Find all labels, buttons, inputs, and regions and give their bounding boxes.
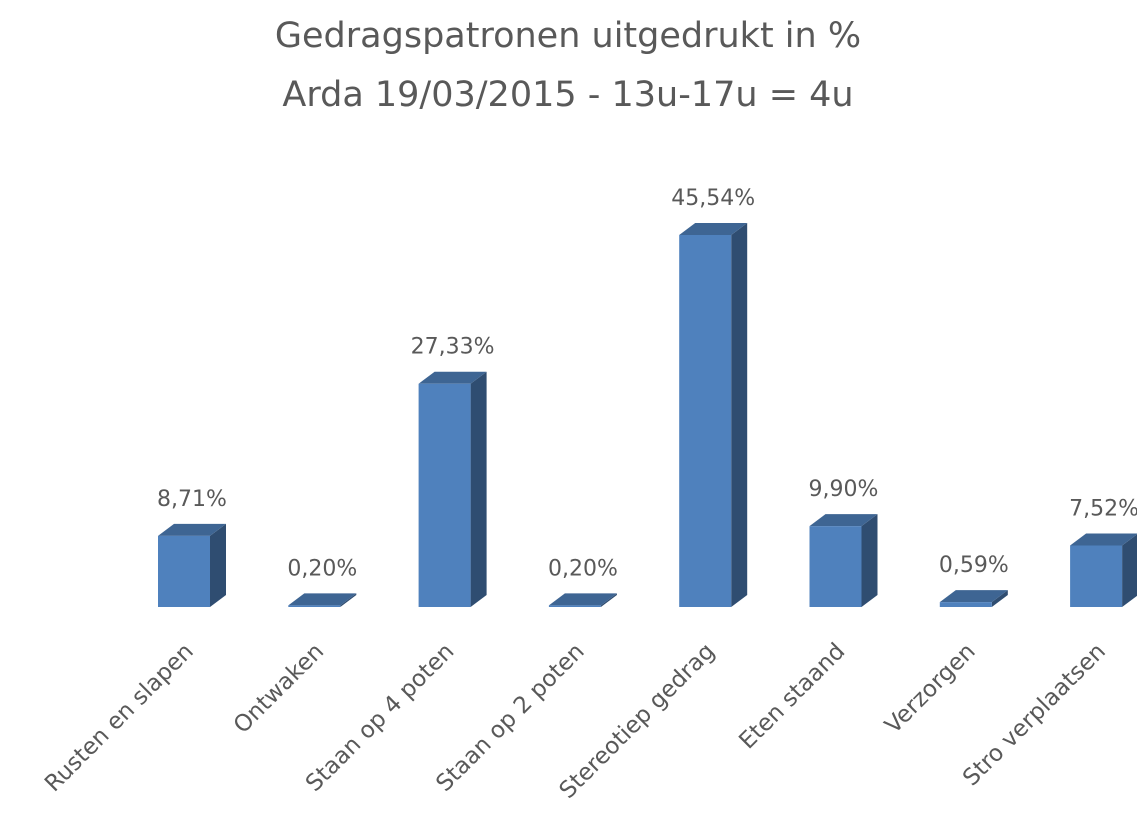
bar-top xyxy=(548,593,617,606)
data-label: 9,90% xyxy=(809,477,879,502)
x-tick-label: Rusten en slapen xyxy=(40,638,199,797)
bar-top xyxy=(809,514,878,527)
bar-side xyxy=(861,514,878,607)
bar-side xyxy=(991,590,1008,607)
bar-top xyxy=(288,593,357,606)
bar-top xyxy=(679,222,748,235)
bar-front xyxy=(288,605,341,607)
bar xyxy=(679,222,748,607)
bar-front xyxy=(548,605,601,607)
bar-front xyxy=(158,535,210,607)
x-tick-label: Ontwaken xyxy=(229,638,329,738)
bar-top xyxy=(418,371,487,384)
bar-front xyxy=(939,602,992,607)
bar-front xyxy=(1070,545,1123,607)
bar-side xyxy=(600,593,617,607)
bar-front xyxy=(679,234,732,607)
data-label: 8,71% xyxy=(157,487,227,512)
bar-side xyxy=(210,523,226,607)
chart-title: Gedragspatronen uitgedrukt in % xyxy=(275,16,861,56)
bar xyxy=(288,593,357,607)
bar-side xyxy=(340,593,357,607)
bar-top xyxy=(1070,533,1137,546)
chart-subtitle: Arda 19/03/2015 - 13u-17u = 4u xyxy=(282,75,853,115)
bar xyxy=(809,514,878,607)
bar xyxy=(158,523,226,607)
data-label: 0,59% xyxy=(939,553,1009,578)
bar-side xyxy=(470,371,487,607)
x-tick-label: Eten staand xyxy=(734,638,850,754)
data-label: 0,20% xyxy=(548,556,618,581)
bar-top xyxy=(158,523,226,536)
x-tick-label: Stro verplaatsen xyxy=(958,638,1111,791)
bar xyxy=(939,590,1008,607)
data-label: 7,52% xyxy=(1069,497,1137,522)
bar xyxy=(418,371,487,607)
data-label: 0,20% xyxy=(287,556,357,581)
x-tick-label: Verzorgen xyxy=(880,638,980,738)
bar-front xyxy=(809,526,862,607)
bar-side xyxy=(1122,534,1137,607)
bar-front xyxy=(418,383,471,607)
bar-top xyxy=(939,590,1008,603)
bar-side xyxy=(731,222,748,607)
data-label: 27,33% xyxy=(411,335,495,360)
bar xyxy=(1070,533,1137,607)
bar xyxy=(548,593,617,607)
data-label: 45,54% xyxy=(671,186,755,211)
